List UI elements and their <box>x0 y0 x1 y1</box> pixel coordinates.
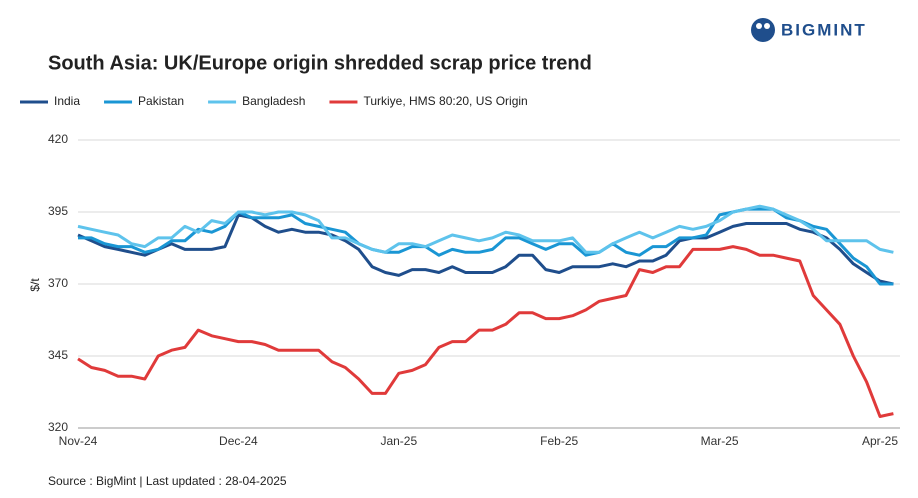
series-line <box>77 204 894 254</box>
y-axis-label: $/t <box>28 278 42 292</box>
legend-label: Pakistan <box>138 94 184 108</box>
y-tick-label: 320 <box>48 420 68 434</box>
x-tick-label: Dec-24 <box>219 434 258 448</box>
logo-icon <box>751 18 775 42</box>
x-tick-label: Jan-25 <box>380 434 417 448</box>
legend-label: Bangladesh <box>242 94 305 108</box>
y-tick-label: 395 <box>48 204 68 218</box>
series-line <box>77 213 894 286</box>
logo-text: BIGMINT <box>781 20 867 39</box>
y-tick-label: 420 <box>48 132 68 146</box>
source-note: Source : BigMint | Last updated : 28-04-… <box>48 474 287 488</box>
x-tick-label: Mar-25 <box>701 434 739 448</box>
x-tick-label: Nov-24 <box>59 434 98 448</box>
logo-icon-dot <box>756 23 762 29</box>
y-tick-label: 370 <box>48 276 68 290</box>
series-line <box>77 245 894 418</box>
x-tick-label: Apr-25 <box>862 434 898 448</box>
legend-label: Turkiye, HMS 80:20, US Origin <box>363 94 527 108</box>
y-tick-label: 345 <box>48 348 68 362</box>
logo: BIGMINT <box>751 18 867 42</box>
series-line <box>78 207 894 286</box>
chart-title: South Asia: UK/Europe origin shredded sc… <box>48 52 592 74</box>
x-tick-label: Feb-25 <box>540 434 578 448</box>
logo-icon-dot <box>764 23 770 29</box>
legend-label: India <box>54 94 80 108</box>
